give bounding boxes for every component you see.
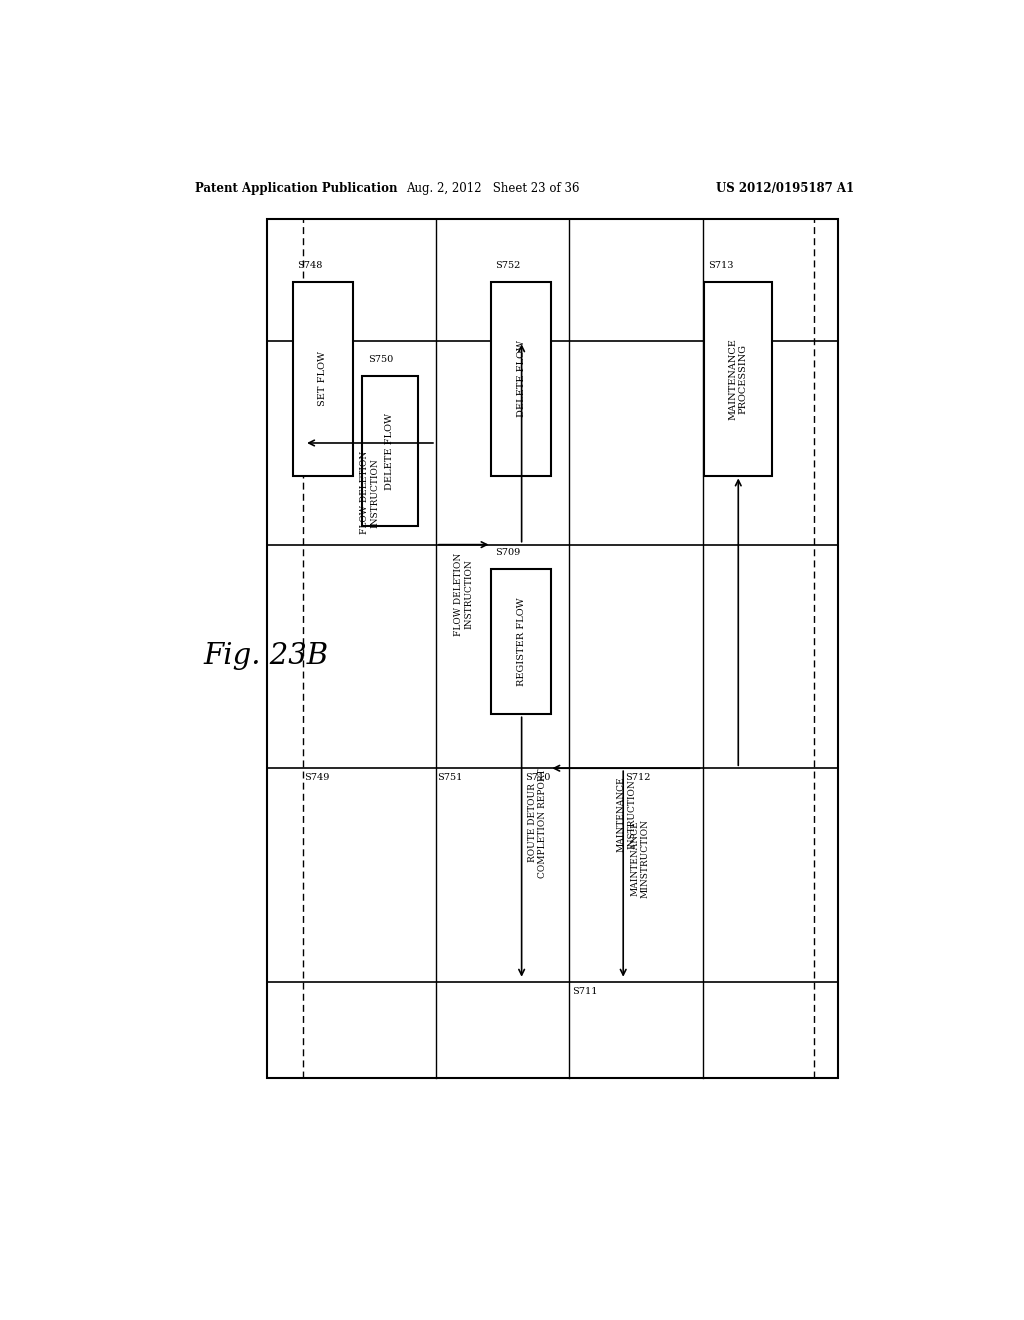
Text: SET FLOW: SET FLOW [318,351,328,407]
Text: FLOW DELETION
INSTRUCTION: FLOW DELETION INSTRUCTION [360,451,380,535]
Text: MAINTENANCE
INSTRUCTION: MAINTENANCE INSTRUCTION [616,776,636,851]
Text: ROUTE DETOUR
COMPLETION REPORT: ROUTE DETOUR COMPLETION REPORT [528,768,548,878]
Text: S751: S751 [437,774,463,783]
Bar [492,569,551,714]
Bar [705,282,772,475]
Text: S748: S748 [297,261,323,271]
Text: MAINTENANCE
PROCESSING: MAINTENANCE PROCESSING [728,338,748,420]
Text: Patent Application Publication: Patent Application Publication [196,182,398,195]
Bar [293,282,352,475]
Text: S749: S749 [304,774,330,783]
Text: S711: S711 [572,987,598,995]
Text: S710: S710 [524,774,550,783]
Text: FLOW DELETION
INSTRUCTION: FLOW DELETION INSTRUCTION [454,553,473,636]
Bar [362,376,418,527]
Text: S712: S712 [626,774,651,783]
Text: S750: S750 [369,355,393,364]
Text: Aug. 2, 2012   Sheet 23 of 36: Aug. 2, 2012 Sheet 23 of 36 [407,182,580,195]
Text: US 2012/0195187 A1: US 2012/0195187 A1 [716,182,854,195]
Text: S752: S752 [496,261,521,271]
Text: S709: S709 [496,548,520,557]
Text: REGISTER FLOW: REGISTER FLOW [517,598,525,686]
Text: Fig. 23B: Fig. 23B [204,643,329,671]
Bar [492,282,551,475]
Text: S713: S713 [709,261,733,271]
Bar [267,219,839,1078]
Text: DELETE FLOW: DELETE FLOW [385,413,394,490]
Text: MAINTENANCE
MINSTRUCTION: MAINTENANCE MINSTRUCTION [631,818,650,898]
Text: DELETE FLOW: DELETE FLOW [517,341,525,417]
